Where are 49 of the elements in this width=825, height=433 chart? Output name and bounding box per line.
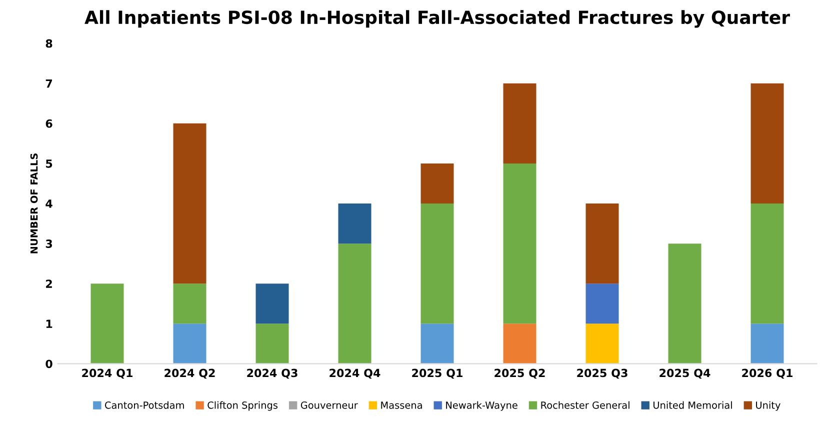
y-tick-label: 1: [46, 320, 52, 328]
bar: [338, 244, 372, 364]
y-tick-label: 2: [46, 280, 52, 288]
x-tick-label: 2024 Q3: [247, 368, 298, 379]
x-tick-label: 2024 Q4: [330, 368, 380, 379]
legend-label: United Memorial: [653, 401, 732, 409]
legend-label: Massena: [381, 402, 422, 409]
y-tick-label: 8: [46, 39, 52, 48]
x-tick-label: 2025 Q4: [660, 368, 710, 379]
legend-label: Rochester General: [541, 401, 630, 409]
bar: [586, 204, 619, 284]
legend-label: Canton-Potsdam: [105, 401, 184, 409]
chart-title: All Inpatients PSI-08 In-Hospital Fall-Associated Fractures by Quarter: [84, 10, 790, 28]
x-tick-label: 2025 Q2: [494, 368, 545, 379]
y-tick-label: 3: [46, 240, 52, 248]
legend-label: Gouverneur: [300, 401, 358, 409]
bar: [668, 244, 702, 364]
bar: [90, 284, 124, 364]
bar: [420, 204, 454, 324]
y-tick-label: 0: [46, 360, 52, 368]
y-tick-label: 6: [46, 119, 52, 128]
bar: [338, 204, 372, 244]
bar: [503, 324, 536, 364]
bar: [420, 324, 454, 364]
legend-label: Newark-Wayne: [446, 401, 518, 411]
legend-label: Clifton Springs: [208, 401, 278, 411]
legend-label: Unity: [756, 401, 780, 411]
x-tick-label: 2025 Q1: [412, 368, 462, 379]
bar: [503, 83, 536, 164]
y-axis-title: NUMBER OF FALLS: [30, 154, 38, 254]
bar: [503, 163, 536, 324]
bar: [586, 324, 619, 364]
bar: [586, 284, 619, 324]
bar: [173, 324, 206, 364]
y-tick-label: 4: [46, 200, 52, 208]
x-tick-label: 2024 Q1: [82, 368, 132, 379]
x-tick-label: 2024 Q2: [164, 368, 215, 379]
bar: [256, 324, 289, 364]
bar: [173, 284, 206, 324]
bar: [750, 324, 784, 364]
x-tick-label: 2025 Q3: [577, 368, 628, 379]
bar: [420, 163, 454, 204]
y-tick-label: 7: [46, 79, 52, 88]
bar: [750, 204, 784, 324]
bar: [256, 284, 289, 324]
bar: [750, 83, 784, 204]
bar: [173, 123, 206, 284]
x-tick-label: 2026 Q1: [742, 368, 792, 379]
y-tick-label: 5: [46, 160, 52, 168]
